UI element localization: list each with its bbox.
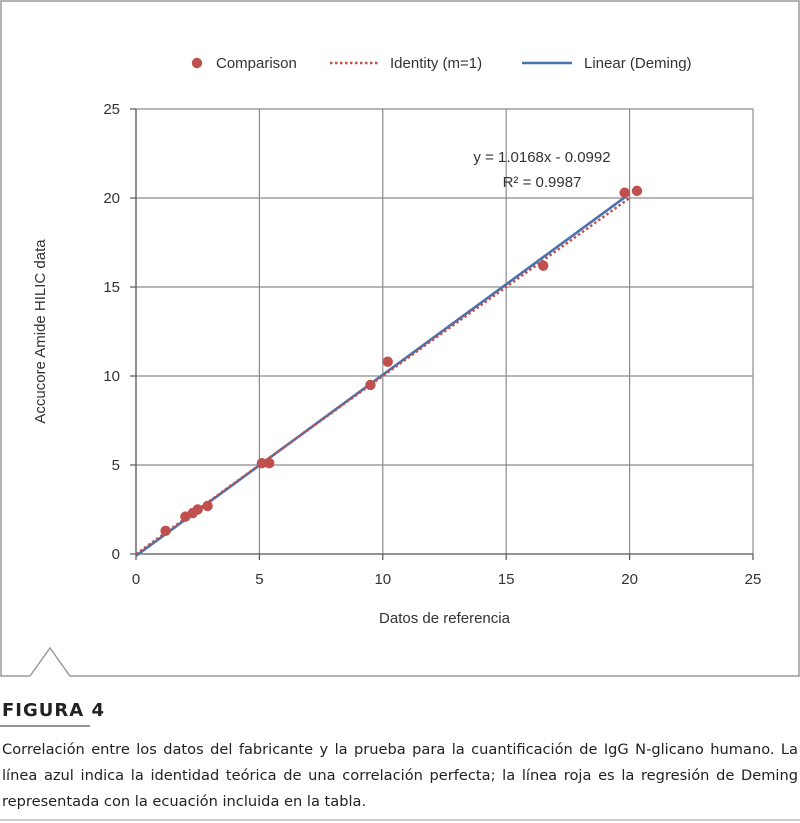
comparison-point bbox=[160, 525, 171, 537]
r-squared-label: R² = 0.9987 bbox=[503, 174, 582, 191]
comparison-point bbox=[538, 260, 549, 271]
comparison-point bbox=[365, 379, 376, 391]
x-tick-label: 15 bbox=[498, 571, 515, 588]
x-axis-title: Datos de referencia bbox=[379, 610, 511, 627]
y-tick-label: 15 bbox=[103, 279, 120, 296]
comparison-point bbox=[619, 187, 630, 198]
legend-comparison-marker bbox=[191, 57, 203, 69]
comparison-point bbox=[192, 504, 203, 515]
figure-caption: Correlación entre los datos del fabrican… bbox=[2, 741, 798, 810]
y-tick-label: 20 bbox=[103, 190, 120, 207]
y-tick-label: 25 bbox=[103, 101, 120, 118]
comparison-point bbox=[631, 185, 643, 197]
comparison-point bbox=[264, 458, 275, 469]
legend-identity-label: Identity (m=1) bbox=[390, 55, 482, 72]
x-tick-label: 10 bbox=[374, 571, 391, 588]
x-tick-label: 5 bbox=[255, 571, 263, 588]
comparison-point bbox=[382, 356, 393, 367]
comparison-point bbox=[256, 458, 268, 469]
legend-deming-label: Linear (Deming) bbox=[584, 55, 692, 72]
y-axis-title: Accucore Amide HILIC data bbox=[32, 239, 49, 424]
x-tick-label: 20 bbox=[621, 571, 638, 588]
y-tick-label: 10 bbox=[103, 368, 120, 385]
y-tick-label: 0 bbox=[112, 546, 120, 563]
figure-border bbox=[0, 0, 800, 677]
identity-line bbox=[135, 197, 631, 555]
y-tick-label: 5 bbox=[112, 457, 120, 474]
legend-comparison-label: Comparison bbox=[216, 55, 297, 72]
x-tick-label: 0 bbox=[132, 571, 140, 588]
x-tick-label: 25 bbox=[745, 571, 762, 588]
figure-label: FIGURA 4 bbox=[2, 700, 105, 721]
comparison-point bbox=[202, 500, 213, 512]
chart: 0 5 10 15 20 25 0 5 10 15 20 25 Datos de referencia A… bbox=[32, 55, 761, 627]
regression-equation: y = 1.0168x - 0.0992 bbox=[473, 149, 610, 166]
